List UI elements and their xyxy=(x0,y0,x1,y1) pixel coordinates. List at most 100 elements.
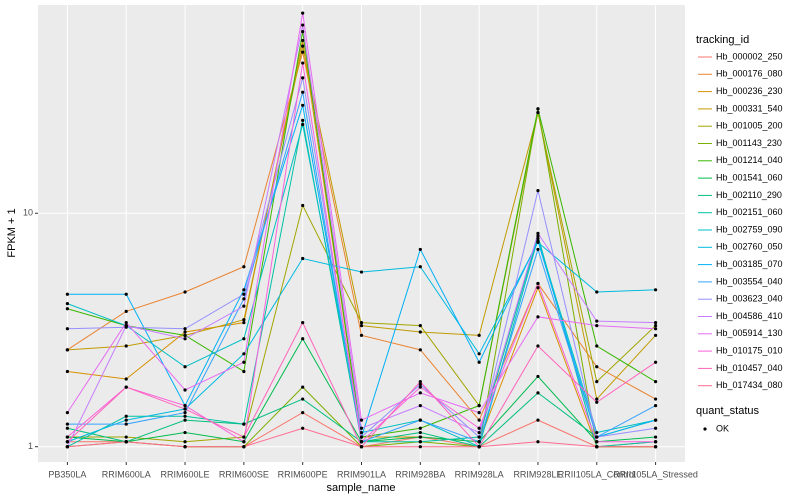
data-point xyxy=(124,414,128,418)
data-point xyxy=(653,404,658,408)
data-point xyxy=(301,410,305,415)
data-point xyxy=(183,440,187,444)
data-point xyxy=(418,324,422,328)
data-point xyxy=(653,435,658,439)
data-point xyxy=(653,418,658,422)
data-point xyxy=(65,302,70,306)
data-point xyxy=(242,352,246,356)
data-point xyxy=(536,286,540,290)
legend-label: Hb_000236_230 xyxy=(716,86,783,96)
data-point xyxy=(653,426,658,430)
data-point xyxy=(242,297,246,301)
data-point xyxy=(65,327,70,331)
data-point xyxy=(242,288,246,292)
data-point xyxy=(477,430,481,435)
data-point xyxy=(595,435,599,439)
data-point xyxy=(536,281,540,286)
x-tick-label: RRIM600LE xyxy=(161,469,210,479)
data-point xyxy=(418,265,422,269)
data-point xyxy=(653,333,658,337)
data-point xyxy=(418,385,422,389)
data-point xyxy=(124,324,128,328)
data-point xyxy=(418,404,422,408)
data-point xyxy=(359,321,364,325)
data-point xyxy=(183,407,187,411)
legend-label: Hb_003185_070 xyxy=(716,259,783,269)
data-point xyxy=(536,418,540,422)
legend-label: Hb_000002_250 xyxy=(716,51,783,61)
data-point xyxy=(65,348,70,352)
data-point xyxy=(242,435,246,439)
data-point xyxy=(242,318,246,322)
data-point xyxy=(653,360,658,364)
data-point xyxy=(301,90,305,94)
data-point xyxy=(65,435,70,439)
y-tick-label: 10 xyxy=(23,208,33,218)
data-point xyxy=(418,380,422,384)
data-point xyxy=(536,247,540,252)
x-tick-label: RRII105LA_Stressed xyxy=(613,469,698,479)
data-point xyxy=(653,380,658,384)
legend-label: Hb_001214_040 xyxy=(716,155,783,165)
data-point xyxy=(653,324,658,328)
data-point xyxy=(536,440,540,444)
data-point xyxy=(183,410,187,415)
data-point xyxy=(183,388,187,392)
point-legend-label: OK xyxy=(716,423,729,433)
x-tick-label: RRIM901LA xyxy=(337,469,386,479)
legend-label: Hb_010457_040 xyxy=(716,363,783,373)
data-point xyxy=(359,270,364,274)
legend-label: Hb_002759_090 xyxy=(716,224,783,234)
data-point xyxy=(65,292,70,296)
data-point xyxy=(183,430,187,435)
data-point xyxy=(477,404,481,408)
data-point xyxy=(124,435,128,439)
data-point xyxy=(595,365,599,369)
data-point xyxy=(536,236,540,241)
data-point xyxy=(536,344,540,348)
x-tick-label: RRIM928BA xyxy=(395,469,445,479)
data-point xyxy=(242,265,246,269)
data-point xyxy=(124,292,128,296)
data-point xyxy=(595,397,599,401)
data-point xyxy=(301,118,305,122)
x-tick-label: RRII105LA_Control xyxy=(558,469,636,479)
data-point xyxy=(536,239,540,243)
data-point xyxy=(301,76,305,80)
x-tick-label: RRIM600LA xyxy=(102,469,151,479)
data-point xyxy=(301,38,305,43)
point-legend-title: quant_status xyxy=(696,405,759,417)
y-tick-label: 1 xyxy=(28,441,33,451)
data-point xyxy=(301,61,305,65)
data-point xyxy=(242,337,246,341)
data-point xyxy=(418,418,422,422)
data-point xyxy=(301,337,305,341)
data-point xyxy=(359,333,364,337)
data-point xyxy=(477,426,481,430)
data-point xyxy=(124,385,128,389)
data-point xyxy=(418,348,422,352)
data-point xyxy=(242,445,246,449)
data-point xyxy=(653,288,658,292)
data-point xyxy=(183,404,187,408)
legend-title: tracking_id xyxy=(696,34,749,46)
data-point xyxy=(183,330,187,334)
data-point xyxy=(653,397,658,401)
legend-label: Hb_000176_080 xyxy=(716,69,783,79)
data-point xyxy=(301,385,305,389)
data-point xyxy=(183,337,187,341)
data-point xyxy=(183,327,187,331)
data-point xyxy=(65,307,70,311)
data-point xyxy=(536,107,540,111)
data-point xyxy=(359,324,364,328)
data-point xyxy=(301,321,305,325)
data-point xyxy=(418,382,422,386)
data-point xyxy=(477,440,481,444)
data-point xyxy=(536,315,540,319)
legend-label: Hb_001541_060 xyxy=(716,172,783,182)
data-point xyxy=(65,440,70,444)
data-point xyxy=(477,435,481,439)
data-point xyxy=(301,44,305,48)
data-point xyxy=(301,256,305,261)
data-point xyxy=(65,369,70,374)
